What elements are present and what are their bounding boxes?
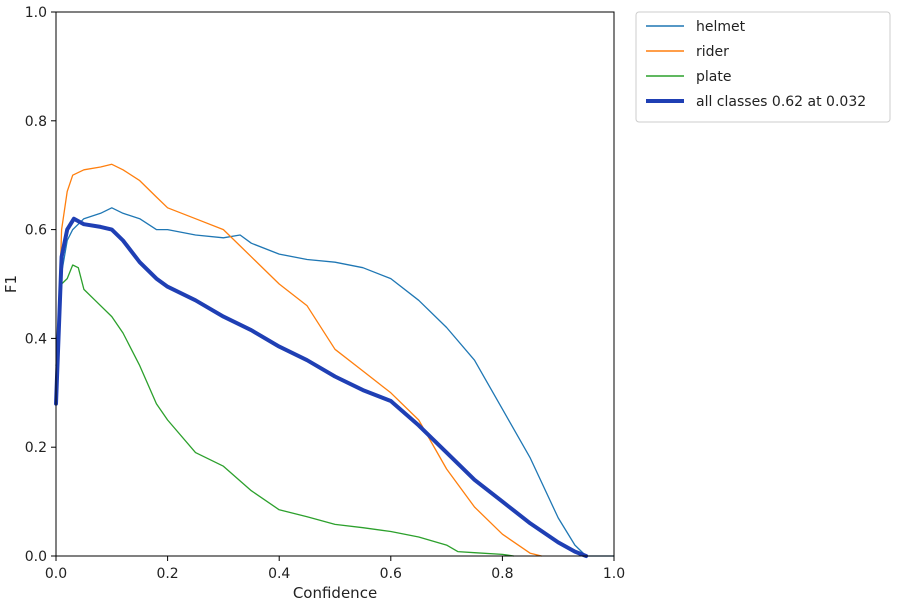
plot-area-frame (55, 11, 615, 557)
y-tick-label: 0.6 (25, 223, 47, 239)
series-layer (54, 163, 615, 558)
x-tick-label: 0.8 (491, 566, 513, 582)
legend-entry-label: rider (696, 44, 729, 60)
y-tick-label: 0.4 (25, 331, 47, 347)
series-line-plate (55, 264, 515, 557)
y-tick-label: 1.0 (25, 5, 47, 21)
y-tick-label: 0.0 (25, 549, 47, 565)
x-tick-label: 0.4 (268, 566, 290, 582)
y-axis: 0.0 0.2 0.4 0.6 0.8 1.0 (25, 5, 56, 565)
legend-entry-label: plate (696, 69, 731, 85)
x-axis: 0.0 0.2 0.4 0.6 0.8 1.0 (45, 556, 625, 582)
series-line-rider (55, 163, 543, 557)
x-axis-label: Confidence (293, 584, 377, 602)
x-tick-label: 0.2 (156, 566, 178, 582)
series-line-all-classes (54, 216, 589, 558)
y-tick-label: 0.2 (25, 440, 47, 456)
legend: helmet rider plate all classes 0.62 at 0.03… (635, 11, 891, 123)
legend-entry-label: all classes 0.62 at 0.032 (696, 94, 866, 110)
y-tick-label: 0.8 (25, 114, 47, 130)
x-tick-label: 0.0 (45, 566, 67, 582)
legend-box (635, 11, 891, 123)
series-line-helmet (55, 207, 615, 557)
x-tick-label: 1.0 (603, 566, 625, 582)
legend-entry-label: helmet (696, 19, 746, 35)
x-tick-label: 0.6 (380, 566, 402, 582)
y-axis-label: F1 (2, 275, 20, 293)
